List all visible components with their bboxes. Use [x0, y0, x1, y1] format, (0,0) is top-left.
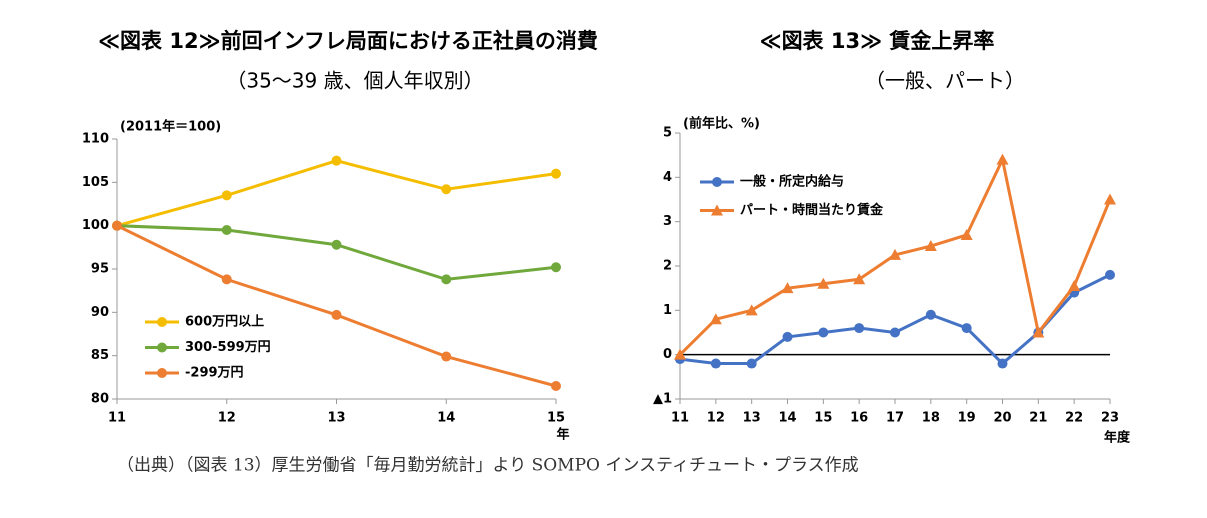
- x-tick-label: 23: [1101, 411, 1119, 426]
- point: [331, 155, 342, 166]
- point: [1105, 269, 1115, 280]
- legend-marker: [157, 317, 167, 327]
- point: [331, 239, 342, 250]
- x-tick-label: 14: [437, 411, 455, 426]
- point: [441, 351, 452, 362]
- y-tick-label: 90: [91, 305, 109, 320]
- y-tick-label: 5: [663, 126, 672, 141]
- y-unit-label: (2011年＝100): [120, 119, 221, 135]
- y-tick-label: 4: [663, 170, 672, 185]
- legend-label: -299万円: [185, 366, 244, 381]
- point: [818, 327, 829, 338]
- footer: （出典）（図表 13）厚生労働省「毎月勤労統計」より SOMPO インスティチュ…: [117, 456, 859, 476]
- legend-label: 600万円以上: [185, 315, 264, 330]
- y-tick-label: 95: [91, 262, 109, 277]
- legend-label: 一般・所定内給与: [740, 174, 844, 190]
- point: [890, 327, 900, 338]
- y-tick-label: 3: [663, 214, 672, 229]
- point: [709, 313, 722, 325]
- x-tick-label: 21: [1029, 411, 1047, 426]
- x-unit-label: 年度: [1104, 430, 1131, 446]
- legend-marker: [157, 368, 167, 378]
- point: [1104, 193, 1116, 205]
- point: [221, 274, 232, 285]
- y-tick-label: 85: [91, 348, 109, 363]
- x-tick-label: 13: [327, 411, 345, 426]
- x-tick-label: 17: [886, 411, 904, 426]
- point: [924, 240, 937, 252]
- point: [817, 277, 830, 289]
- point: [551, 262, 561, 273]
- x-tick-label: 18: [922, 411, 940, 426]
- x-tick-label: 20: [993, 411, 1011, 426]
- y-tick-label: 2: [663, 259, 672, 274]
- point: [889, 248, 901, 260]
- point: [112, 220, 122, 231]
- point: [782, 331, 793, 342]
- point: [996, 153, 1009, 165]
- y-tick-label: 1: [663, 303, 672, 318]
- y-tick-label: ▲1: [653, 392, 672, 407]
- point: [441, 274, 452, 285]
- point: [551, 381, 561, 391]
- legend-label: 300-599万円: [185, 340, 271, 355]
- point: [925, 309, 936, 320]
- point: [781, 282, 794, 294]
- x-tick-label: 11: [108, 411, 126, 426]
- point: [551, 168, 561, 179]
- y-tick-label: 110: [82, 132, 109, 147]
- point: [746, 358, 757, 369]
- point: [854, 323, 865, 334]
- point: [1032, 326, 1045, 338]
- chart-subtitle: （35～39 歳、個人年収別）: [226, 69, 483, 93]
- legend-marker: [157, 342, 167, 353]
- point: [710, 358, 721, 369]
- x-tick-label: 16: [850, 411, 868, 426]
- x-tick-label: 19: [958, 411, 976, 426]
- x-tick-label: 11: [671, 411, 689, 426]
- point: [961, 323, 972, 334]
- y-unit-label: (前年比、%): [683, 116, 760, 132]
- x-unit-label: 年: [556, 427, 569, 443]
- point: [441, 184, 452, 195]
- x-tick-label: 14: [778, 411, 796, 426]
- point: [221, 225, 232, 235]
- point: [674, 348, 686, 360]
- x-tick-label: 12: [218, 411, 236, 426]
- legend-marker: [711, 204, 723, 216]
- series-line: [116, 224, 557, 281]
- point: [1068, 279, 1081, 291]
- chart-subtitle: （一般、パート）: [865, 69, 1025, 93]
- y-tick-label: 105: [82, 175, 109, 190]
- point: [331, 309, 342, 320]
- y-tick-label: 100: [82, 218, 109, 233]
- x-tick-label: 15: [814, 411, 832, 426]
- legend-marker: [712, 177, 722, 187]
- series-line: [116, 159, 557, 228]
- y-tick-label: 0: [663, 347, 672, 362]
- point: [745, 304, 758, 316]
- chart-title: ≪図表 13≫ 賃金上昇率: [760, 29, 995, 53]
- x-tick-label: 22: [1065, 411, 1083, 426]
- x-tick-label: 12: [707, 411, 725, 426]
- y-tick-label: 80: [91, 392, 109, 407]
- point: [997, 358, 1008, 369]
- x-tick-label: 13: [743, 411, 761, 426]
- point: [221, 190, 232, 201]
- legend-label: パート・時間当たり賃金: [740, 202, 884, 218]
- point: [853, 273, 866, 285]
- chart-title: ≪図表 12≫前回インフレ局面における正社員の消費: [98, 29, 598, 53]
- point: [960, 228, 973, 240]
- x-tick-label: 15: [547, 411, 565, 426]
- series-line: [679, 273, 1111, 366]
